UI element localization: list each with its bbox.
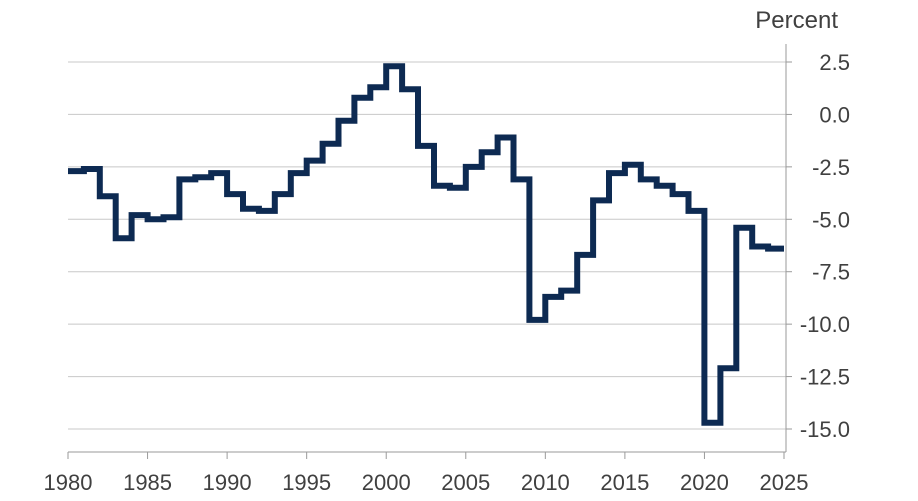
x-tick-label: 2000	[362, 470, 411, 495]
x-tick-label: 2005	[441, 470, 490, 495]
x-tick-label: 2010	[521, 470, 570, 495]
y-tick-label: 2.5	[819, 50, 850, 75]
y-tick-label: -2.5	[812, 155, 850, 180]
x-tick-label: 2025	[760, 470, 809, 495]
y-axis-unit-label: Percent	[755, 7, 838, 34]
y-tick-label: -5.0	[812, 207, 850, 232]
x-tick-label: 1990	[203, 470, 252, 495]
x-tick-label: 1995	[282, 470, 331, 495]
gridlines	[68, 61, 786, 430]
x-tick-label: 2015	[600, 470, 649, 495]
y-tick-label: -12.5	[800, 365, 850, 390]
y-axis: 2.5 0.0 -2.5 -5.0 -7.5 -10.0 -12.5 -15.0	[785, 44, 850, 452]
series-layer	[68, 63, 784, 426]
y-tick-label: -15.0	[800, 417, 850, 442]
series-line	[68, 63, 784, 426]
x-tick-label: 1985	[123, 470, 172, 495]
x-axis: 1980 1985 1990 1995 2000 2005 2010 2015 2020 2025	[44, 451, 809, 495]
y-tick-label: 0.0	[819, 102, 850, 127]
x-tick-label: 2020	[680, 470, 729, 495]
y-tick-label: -10.0	[800, 312, 850, 337]
x-tick-label: 1980	[44, 470, 93, 495]
y-tick-label: -7.5	[812, 260, 850, 285]
